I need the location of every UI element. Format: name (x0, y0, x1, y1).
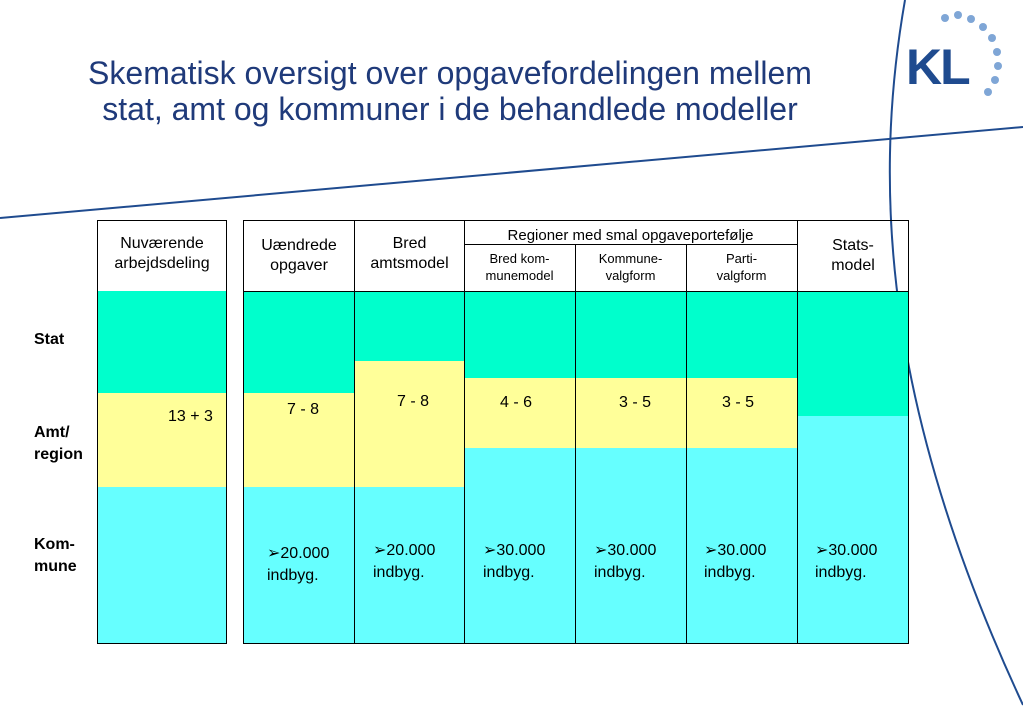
value-bredkom: 4 - 6 (500, 394, 533, 411)
population-state: ➢30.000 indbyg. (815, 542, 878, 581)
title-line-2: stat, amt og kommuner i de behandlede mo… (102, 91, 798, 127)
value-broad: 7 - 8 (397, 393, 430, 410)
population-parti: ➢30.000 indbyg. (704, 542, 767, 581)
header-sub-parti-2: valgform (716, 268, 767, 283)
value-unchanged: 7 - 8 (287, 401, 320, 418)
header-sub-kommune-1: Kommune- (598, 251, 663, 266)
header-regions: Regioner med smal opgaveportefølje (507, 227, 754, 244)
population-broad: ➢20.000 indbyg. (373, 542, 436, 581)
kl-logo: KL (906, 39, 971, 95)
value-current: 13 + 3 (168, 408, 213, 425)
value-parti: 3 - 5 (722, 394, 755, 411)
title-line-1: Skematisk oversigt over opgavefordelinge… (88, 55, 812, 91)
row-label-stat: Stat (34, 331, 65, 348)
header-broad-1: Bred (392, 235, 427, 252)
header-unchanged-2: opgaver (270, 257, 328, 274)
header-state-2: model (831, 257, 875, 274)
header-sub-broad-1: Bred kom- (489, 251, 550, 266)
header-current-2: arbejdsdeling (114, 255, 210, 272)
logo-dots (941, 11, 1002, 96)
header-sub-parti-1: Parti- (725, 251, 758, 266)
row-label-amt: Amt/region (34, 424, 83, 463)
header-sub-kommune-2: valgform (605, 268, 656, 283)
header-unchanged-1: Uændrede (261, 237, 337, 254)
header-broad-2: amtsmodel (370, 255, 449, 272)
header-sub-broad-2: munemodel (485, 268, 554, 283)
page-title: Skematisk oversigt over opgavefordelinge… (0, 55, 900, 127)
value-kommune: 3 - 5 (619, 394, 652, 411)
header-state-1: Stats- (832, 237, 874, 254)
population-kommune: ➢30.000 indbyg. (594, 542, 657, 581)
row-label-kommune: Kom-mune (34, 536, 77, 575)
population-bredkom: ➢30.000 indbyg. (483, 542, 546, 581)
population-unchanged: ➢20.000 indbyg. (267, 545, 330, 584)
header-current-1: Nuværende (120, 235, 204, 252)
